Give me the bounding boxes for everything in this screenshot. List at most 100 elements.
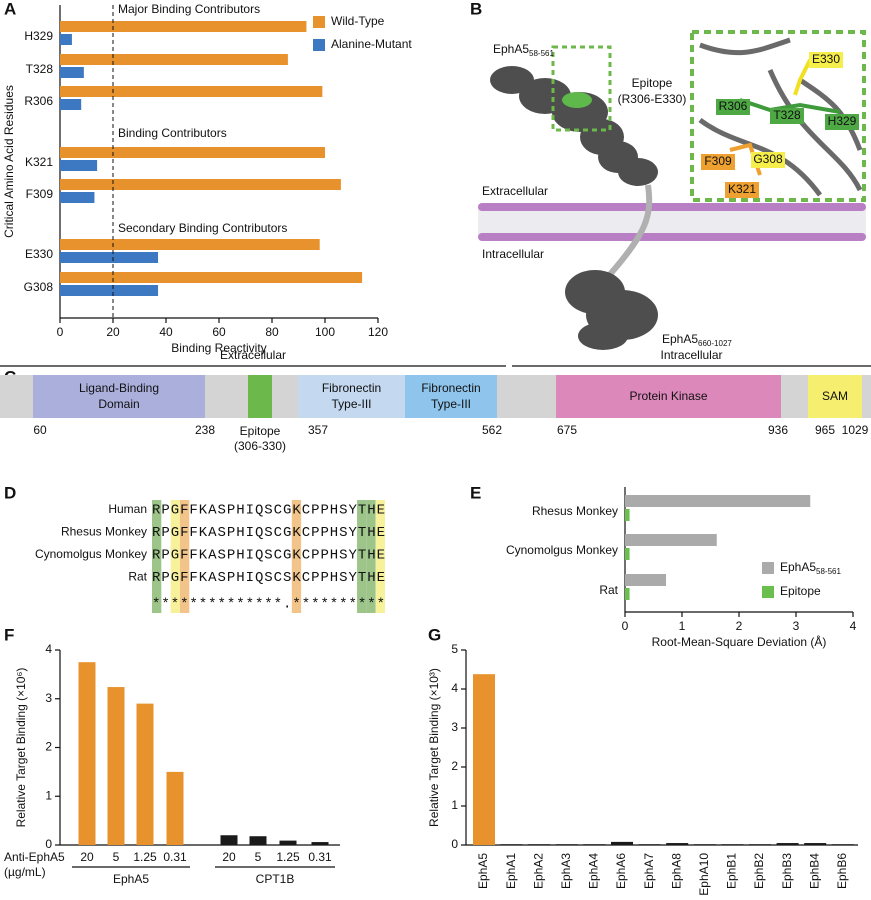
residue-highlight (375, 500, 385, 613)
region-label: Extracellular (482, 184, 548, 198)
panel-letter: A (4, 0, 16, 18)
position-label: 562 (482, 423, 502, 437)
residue-highlight (152, 500, 162, 613)
y-tick-label: Rhesus Monkey (532, 504, 618, 518)
group-annotation: Major Binding Contributors (118, 2, 260, 16)
residue-highlight (357, 500, 367, 613)
panel-letter: G (428, 625, 441, 644)
x-row-label: (µg/mL) (4, 865, 46, 879)
residue-highlight (291, 500, 302, 613)
x-tick-label: EphA3 (559, 853, 573, 889)
bar (60, 272, 363, 283)
legend-label: Alanine-Mutant (331, 37, 412, 51)
legend-label-main: Wild-Type (331, 14, 385, 28)
region-label: Extracellular (220, 348, 286, 362)
x-tick-label: 100 (315, 325, 335, 339)
x-tick-label: 1 (679, 619, 686, 633)
residue-tag (809, 52, 843, 68)
x-tick-label: 0 (57, 325, 64, 339)
residue-tag (751, 152, 785, 168)
domain-label: Fibronectin (421, 381, 480, 395)
residue-highlight (170, 500, 180, 613)
x-tick-label: 4 (850, 619, 857, 633)
x-tick-label: EphB2 (752, 853, 766, 889)
domain (556, 375, 781, 418)
y-tick-label: 4 (45, 642, 52, 656)
epitope-label: (R306-E330) (618, 92, 687, 106)
bar (583, 844, 606, 845)
bar (625, 509, 630, 521)
construct-label-subscript: 660-1027 (698, 339, 732, 348)
bar (666, 843, 689, 845)
region-label: Intracellular (482, 247, 544, 261)
x-tick-label: 1.25 (133, 850, 157, 864)
position-label: 936 (768, 423, 788, 437)
domain-label: SAM (822, 389, 848, 403)
y-tick-label: K321 (25, 155, 53, 169)
domain-label: Fibronectin (322, 381, 381, 395)
y-tick-label: G308 (24, 280, 54, 294)
y-tick-label: 0 (45, 837, 52, 851)
y-axis-label: Relative Target Binding (×10³) (427, 668, 441, 827)
legend-label-main: EphA5 (780, 560, 816, 574)
residue-tag (716, 99, 750, 115)
bar (625, 534, 717, 546)
bar (60, 192, 95, 203)
x-tick-label: EphB4 (807, 853, 821, 889)
residue-highlight (366, 500, 376, 613)
bar (136, 703, 154, 845)
bar (60, 34, 72, 45)
species-label: Cynomolgus Monkey (35, 547, 147, 561)
x-tick-label: EphA8 (669, 853, 683, 889)
legend-swatch (762, 586, 774, 598)
residue-label: E330 (812, 52, 840, 66)
position-label: 675 (557, 423, 577, 437)
residue-label: G308 (753, 152, 783, 166)
x-tick-label: 1.25 (276, 850, 300, 864)
bar (625, 548, 630, 560)
y-tick-label: 3 (451, 720, 458, 734)
legend-label-main: Alanine-Mutant (331, 37, 412, 51)
x-tick-label: EphB6 (835, 853, 849, 889)
bar (60, 239, 320, 250)
species-label: Rat (128, 570, 147, 584)
domain (248, 375, 272, 418)
x-tick-label: 5 (113, 850, 120, 864)
bar (776, 843, 799, 845)
position-label: 357 (308, 423, 328, 437)
domain-label: (306-330) (234, 439, 286, 453)
x-tick-label: EphA5 (476, 853, 490, 889)
bar (625, 495, 811, 507)
x-tick-label: 0.31 (308, 850, 332, 864)
panel-letter: F (4, 625, 14, 644)
y-tick-label: 1 (45, 788, 52, 802)
bar (528, 844, 551, 845)
residue-tag (770, 108, 804, 124)
bar (60, 86, 323, 97)
consensus: **************.********** (152, 597, 385, 613)
position-label: 238 (195, 423, 215, 437)
domain (33, 375, 205, 418)
group-label: CPT1B (256, 872, 295, 886)
y-tick-label: T328 (26, 62, 54, 76)
y-tick-label: F309 (26, 187, 54, 201)
y-tick-label: 2 (451, 759, 458, 773)
residue-label: H329 (828, 114, 857, 128)
x-tick-label: 20 (222, 850, 236, 864)
position-label: 965 (815, 423, 835, 437)
x-tick-label: EphB3 (780, 853, 794, 889)
x-tick-label: 120 (368, 325, 388, 339)
group-label: EphA5 (113, 872, 149, 886)
domain (405, 375, 497, 418)
domain-label: Domain (98, 397, 139, 411)
x-tick-label: 60 (212, 325, 226, 339)
x-tick-label: 20 (106, 325, 120, 339)
x-tick-label: 80 (265, 325, 279, 339)
construct-label-main: EphA5 (662, 332, 698, 346)
y-tick-label: Cynomolgus Monkey (506, 543, 618, 557)
bar (311, 842, 329, 845)
domain-label: Ligand-Binding (79, 381, 159, 395)
domain-label: Type-III (431, 397, 471, 411)
x-tick-label: 5 (255, 850, 262, 864)
sequence: RPGFFKASPHIQSCGKCPPHSYTHE (152, 503, 385, 519)
